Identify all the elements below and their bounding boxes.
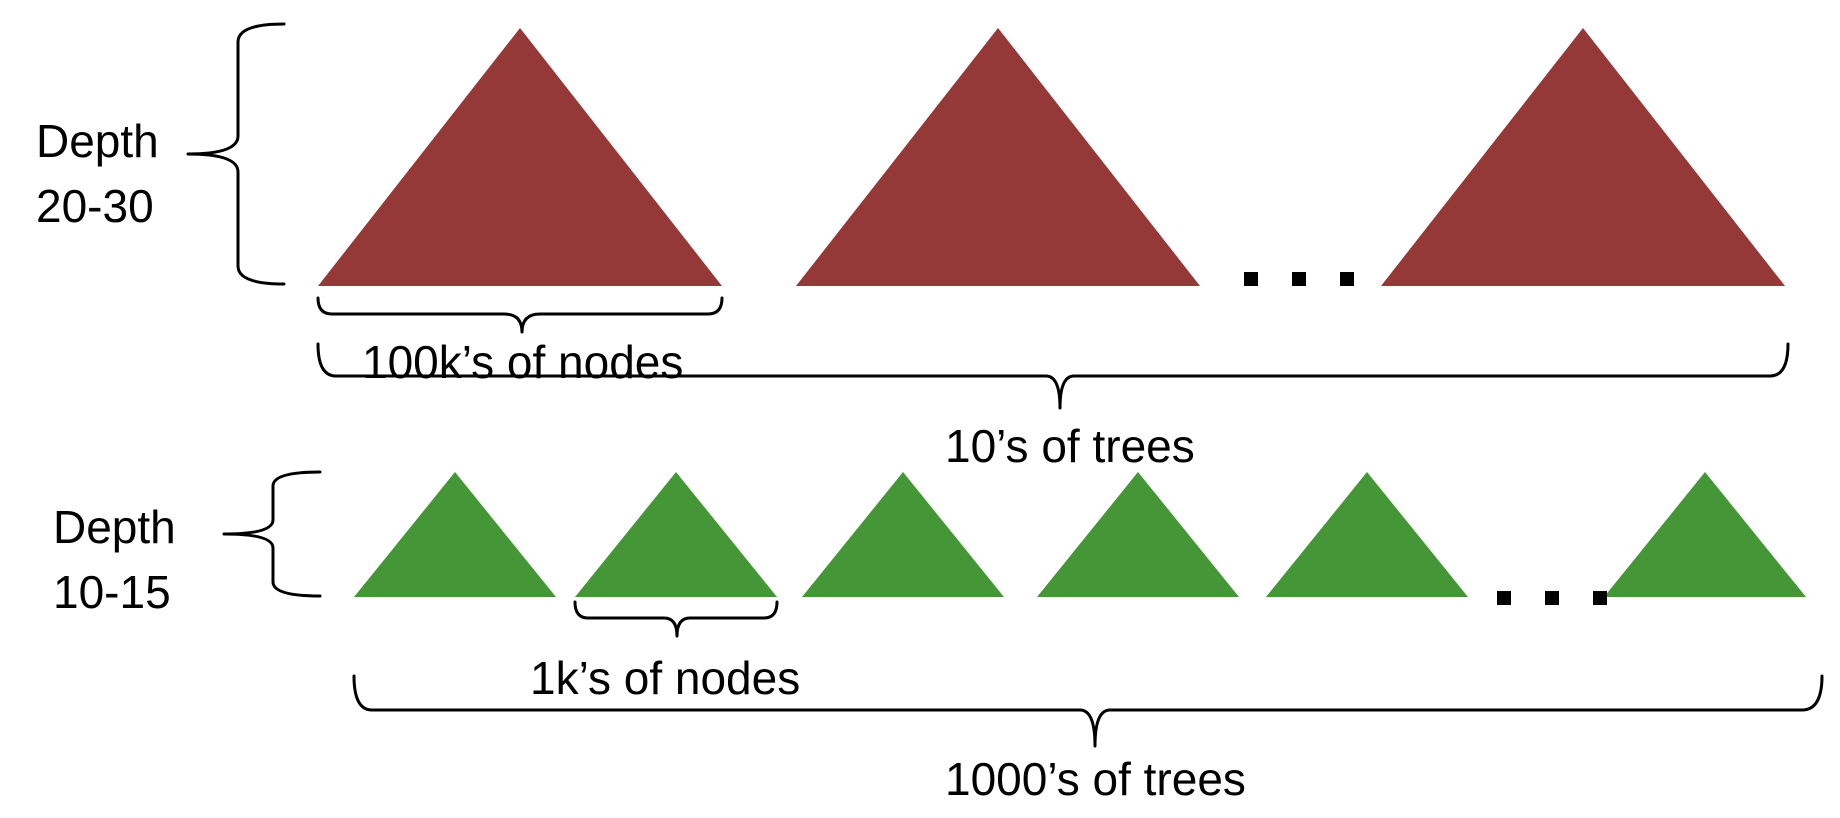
small-tree-4 [1037,472,1239,597]
small-nodes-label: 1k’s of nodes [530,652,800,704]
small-depth-label: Depth 10-15 [53,501,189,618]
large-depth-brace [186,22,286,286]
large-nodes-label: 100k’s of nodes [362,336,683,388]
small-trees-ellipsis [1497,591,1607,605]
small-count-brace [352,674,1824,748]
small-depth-brace [222,470,322,598]
large-depth-label: Depth 20-30 [36,115,172,232]
large-tree-2 [796,28,1200,286]
small-nodes-brace [573,600,779,638]
large-tree-3 [1381,28,1785,286]
large-count-label: 10’s of trees [945,420,1195,472]
small-tree-3 [802,472,1004,597]
small-trees-row: Depth 10-15 1k’s of nodes 1000’s of tree… [53,470,1824,805]
large-count-brace [316,342,1790,410]
small-count-label: 1000’s of trees [945,753,1246,805]
small-tree-5 [1266,472,1468,597]
small-tree-1 [354,472,556,597]
large-nodes-brace [316,296,724,334]
small-tree-6 [1604,472,1806,597]
large-tree-1 [318,28,722,286]
large-trees-ellipsis [1244,272,1354,286]
large-trees-row: Depth 20-30 100k’s of nodes 10’s of tree… [36,22,1790,472]
small-tree-2 [575,472,777,597]
